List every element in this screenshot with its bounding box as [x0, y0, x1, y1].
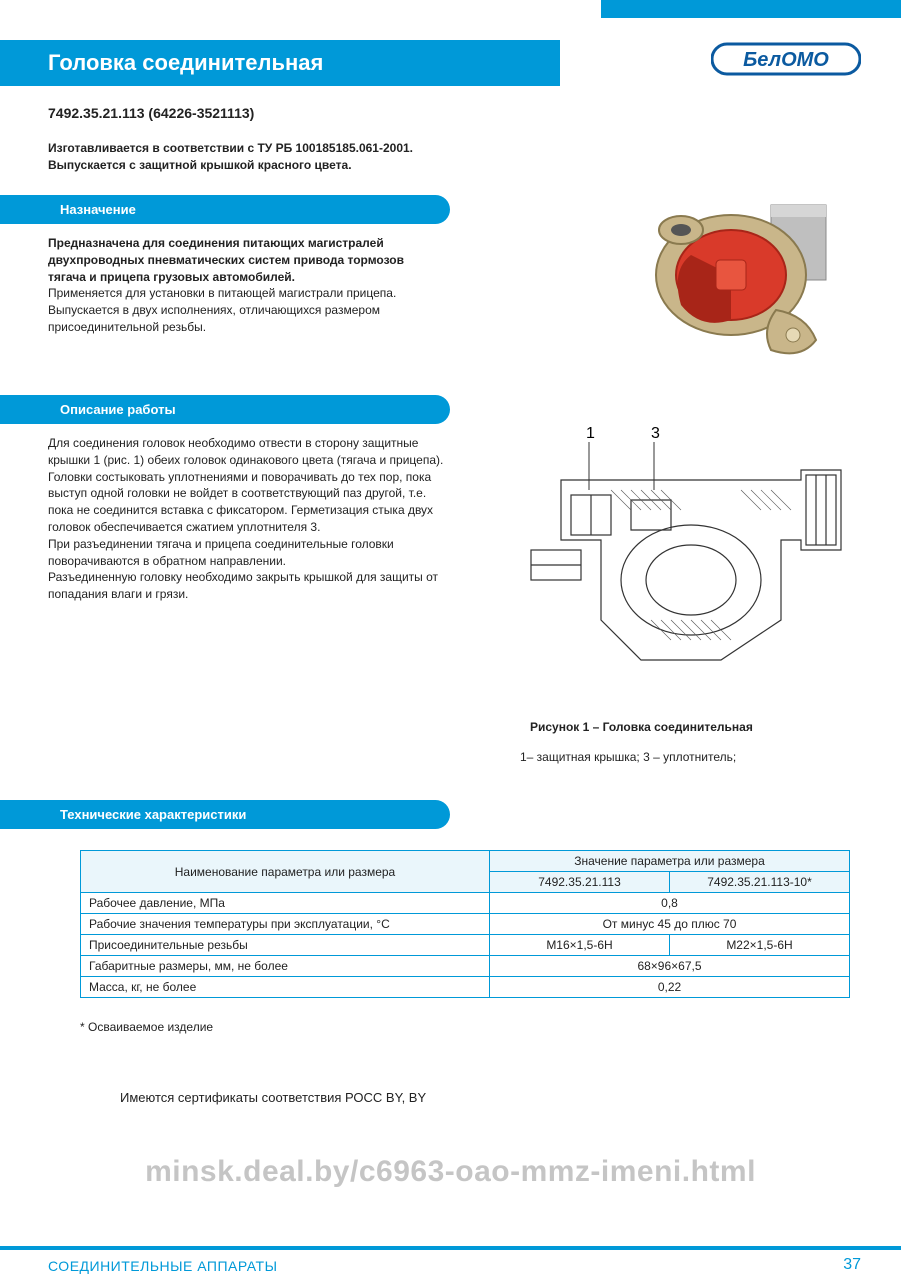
figure-caption: Рисунок 1 – Головка соединительная [530, 720, 753, 734]
section-heading-purpose: Назначение [0, 195, 450, 224]
param-name-cell: Габаритные размеры, мм, не более [81, 956, 490, 977]
th-param: Наименование параметра или размера [81, 851, 490, 893]
product-photo [621, 175, 841, 375]
param-name-cell: Рабочее давление, МПа [81, 893, 490, 914]
manufacturing-note: Изготавливается в соответствии с ТУ РБ 1… [48, 140, 413, 174]
param-value-cell: 68×96×67,5 [490, 956, 850, 977]
technical-diagram: 1 3 [501, 420, 861, 700]
footer-divider [0, 1246, 901, 1250]
top-accent-bar [601, 0, 901, 18]
param-name-cell: Рабочие значения температуры при эксплуа… [81, 914, 490, 935]
certification-note: Имеются сертификаты соответствия РОСС BY… [120, 1090, 426, 1105]
callout-1: 1 [586, 425, 595, 442]
th-model-b: 7492.35.21.113-10* [670, 872, 850, 893]
footer-category: СОЕДИНИТЕЛЬНЫЕ АППАРАТЫ [48, 1258, 277, 1274]
mfg-line1: Изготавливается в соответствии с ТУ РБ 1… [48, 140, 413, 157]
figure-legend: 1– защитная крышка; 3 – уплотнитель; [520, 750, 736, 764]
purpose-text: Предназначена для соединения питающих ма… [48, 235, 433, 336]
footnote: * Осваиваемое изделие [80, 1020, 213, 1034]
page-title: Головка соединительная [48, 50, 323, 75]
th-model-a: 7492.35.21.113 [490, 872, 670, 893]
brand-logo: БелОМО [711, 38, 861, 80]
watermark: minsk.deal.by/c6963-oao-mmz-imeni.html [0, 1155, 901, 1189]
table-row: Масса, кг, не более0,22 [81, 977, 850, 998]
section-heading-description: Описание работы [0, 395, 450, 424]
spec-table: Наименование параметра или размера Значе… [80, 850, 850, 998]
page-number: 37 [843, 1256, 861, 1274]
table-row: Рабочие значения температуры при эксплуа… [81, 914, 850, 935]
description-text: Для соединения головок необходимо отвест… [48, 435, 448, 603]
table-row: Рабочее давление, МПа0,8 [81, 893, 850, 914]
mfg-line2: Выпускается с защитной крышкой красного … [48, 157, 413, 174]
part-number: 7492.35.21.113 (64226-3521113) [48, 105, 254, 121]
param-value-cell: 0,22 [490, 977, 850, 998]
purpose-rest: Применяется для установки в питающей маг… [48, 286, 396, 334]
callout-3: 3 [651, 425, 660, 442]
param-value-cell: М16×1,5-6Н [490, 935, 670, 956]
logo-text: БелОМО [743, 49, 829, 71]
param-name-cell: Масса, кг, не более [81, 977, 490, 998]
param-value-cell: М22×1,5-6Н [670, 935, 850, 956]
table-row: Габаритные размеры, мм, не более68×96×67… [81, 956, 850, 977]
param-name-cell: Присоединительные резьбы [81, 935, 490, 956]
param-value-cell: 0,8 [490, 893, 850, 914]
th-value: Значение параметра или размера [490, 851, 850, 872]
section-heading-tech: Технические характеристики [0, 800, 450, 829]
param-value-cell: От минус 45 до плюс 70 [490, 914, 850, 935]
page-title-block: Головка соединительная [0, 40, 560, 86]
purpose-bold: Предназначена для соединения питающих ма… [48, 236, 404, 284]
table-row: Присоединительные резьбыМ16×1,5-6НМ22×1,… [81, 935, 850, 956]
